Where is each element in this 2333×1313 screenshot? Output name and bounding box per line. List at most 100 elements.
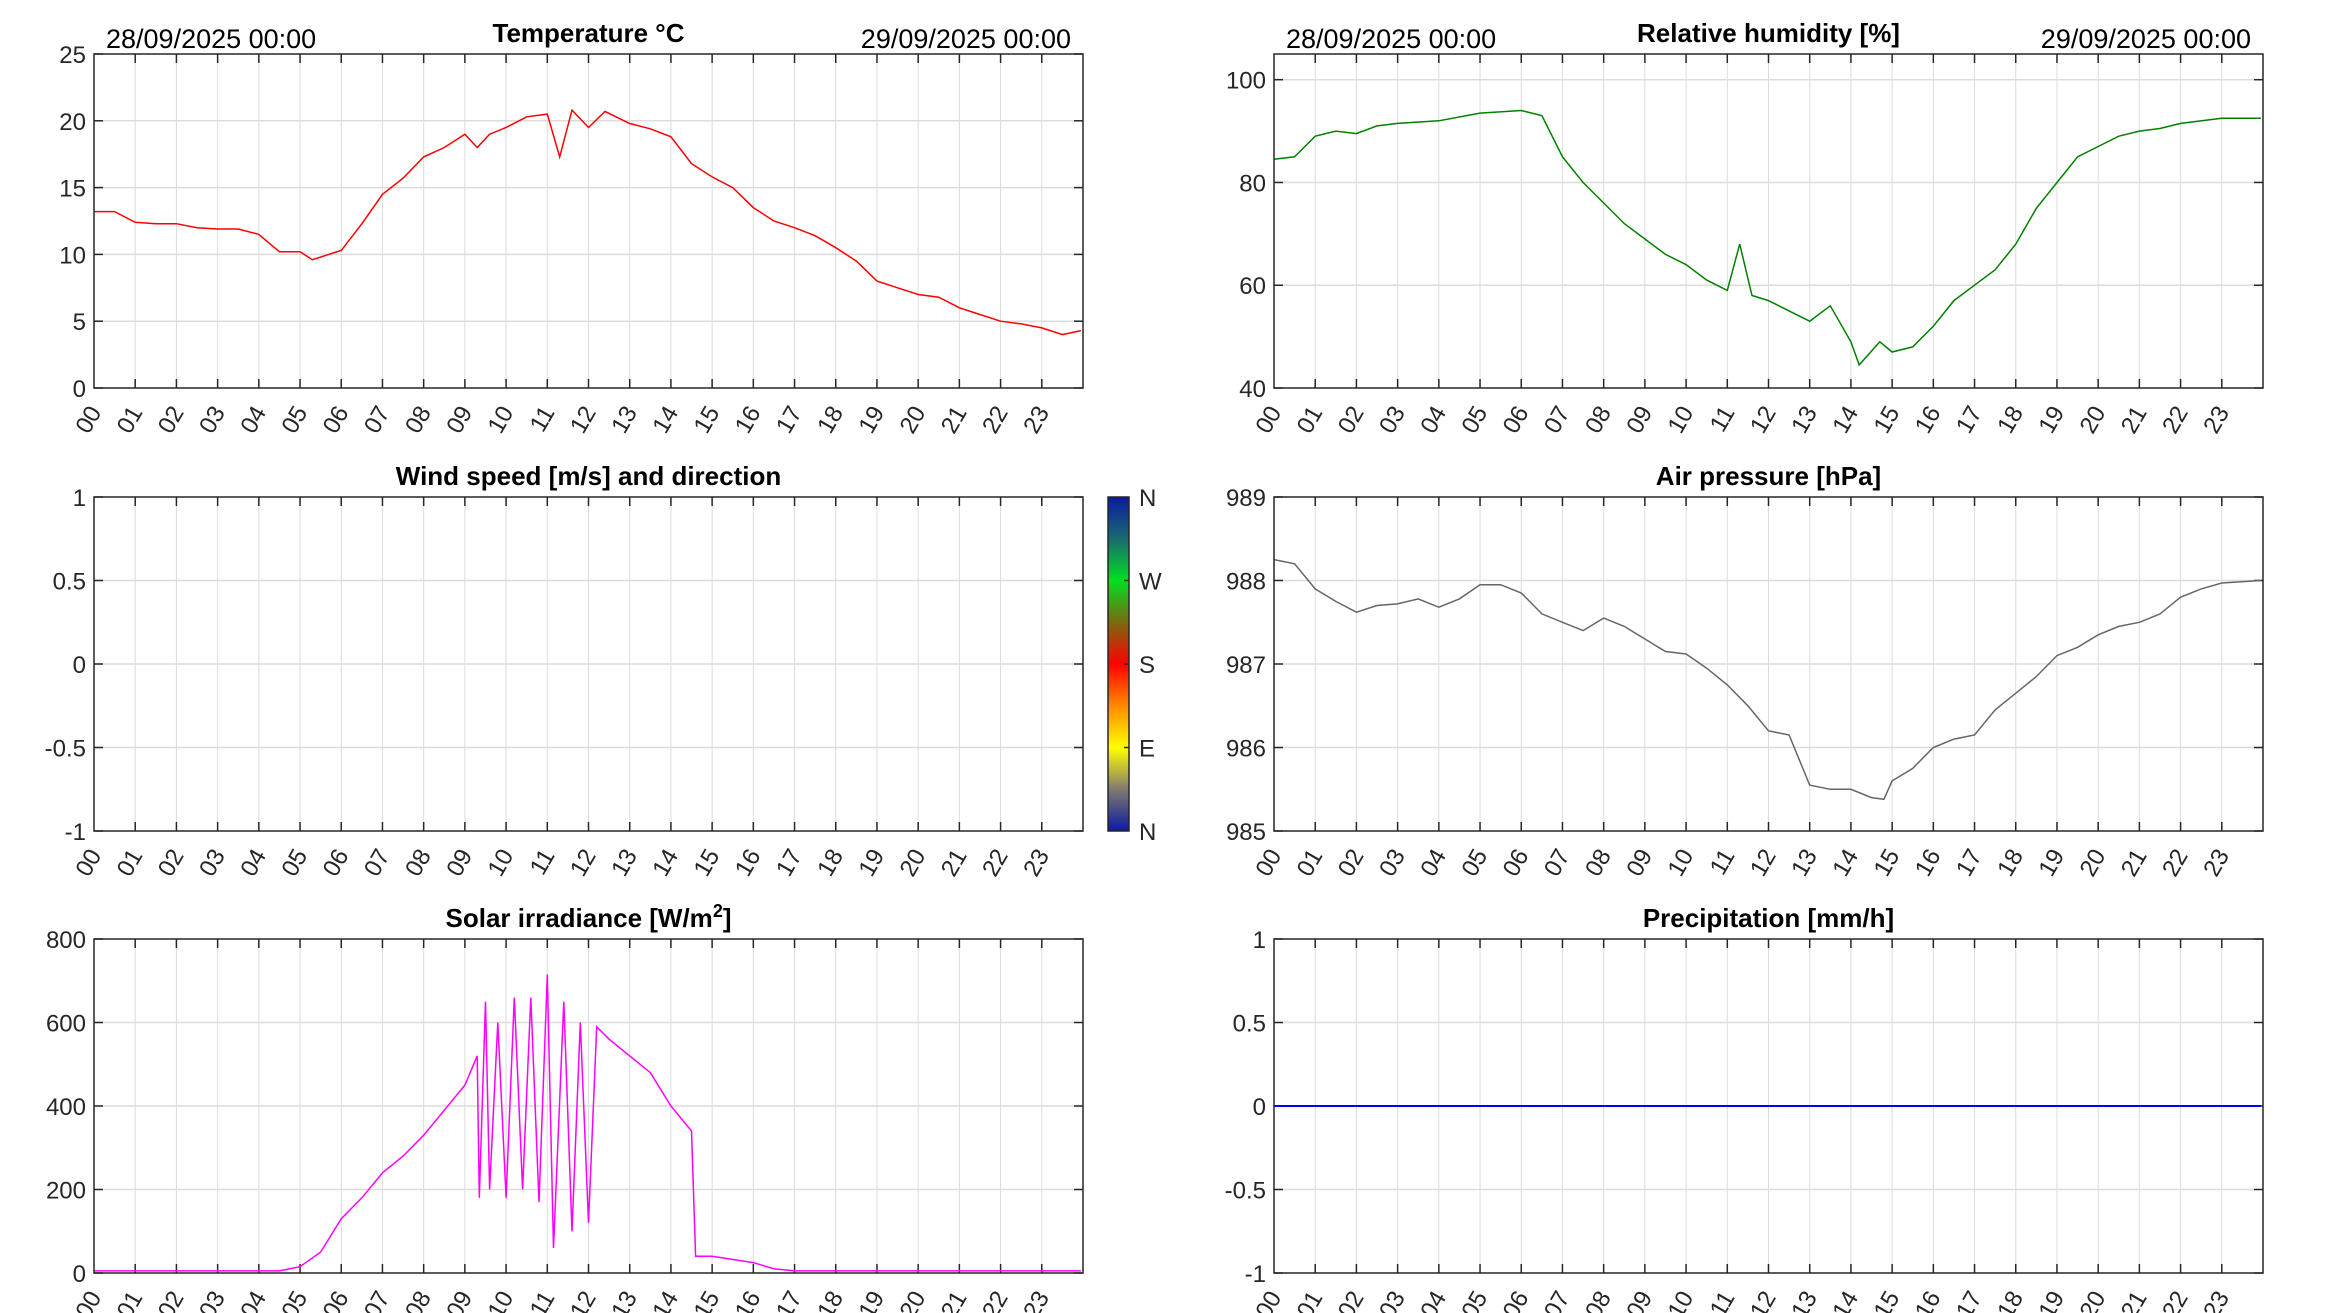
x-tick-label: 18: [812, 1287, 849, 1313]
x-tick-label: 18: [1992, 402, 2029, 439]
x-tick-label: 08: [1580, 1287, 1617, 1313]
y-tick-label: 988: [1226, 569, 1266, 596]
colorbar-label: N: [1139, 819, 1156, 846]
x-tick-label: 02: [1333, 1287, 1370, 1313]
x-tick-label: 14: [647, 1287, 684, 1313]
x-tick-label: 09: [1621, 402, 1658, 439]
y-tick-label: 0: [73, 1261, 86, 1288]
x-tick-label: 04: [235, 402, 272, 439]
x-tick-label: 18: [1992, 845, 2029, 882]
x-tick-label: 21: [936, 845, 973, 882]
y-tick-label: 989: [1226, 485, 1266, 512]
x-tick-label: 15: [1869, 402, 1906, 439]
x-tick-label: 11: [525, 845, 561, 880]
x-tick-label: 05: [1457, 1287, 1494, 1313]
x-tick-label: 05: [1457, 402, 1494, 439]
x-tick-label: 00: [70, 402, 107, 439]
chart-title-text: Solar irradiance [W/m: [446, 903, 713, 933]
x-tick-label: 11: [1705, 845, 1741, 880]
x-tick-label: 19: [853, 845, 890, 882]
axes-frame: [1273, 496, 2264, 832]
start-date-label: 28/09/2025 00:00: [1286, 24, 1496, 54]
x-tick-label: 17: [1951, 845, 1988, 882]
x-tick-label: 20: [895, 845, 932, 882]
x-tick-label: 15: [1869, 845, 1906, 882]
x-tick-label: 17: [771, 402, 808, 439]
pressure-series-line: [1273, 558, 2261, 801]
colorbar-label: E: [1139, 736, 1155, 763]
axes-frame: [1273, 938, 2264, 1274]
y-tick-label: 5: [73, 309, 86, 336]
start-date-label: 28/09/2025 00:00: [106, 24, 316, 54]
x-tick-label: 16: [1910, 1287, 1947, 1313]
axes-frame: [1273, 53, 2264, 389]
x-tick-label: 20: [895, 402, 932, 439]
x-tick-label: 20: [2075, 402, 2112, 439]
x-tick-label: 10: [483, 402, 520, 439]
x-tick-label: 21: [936, 1287, 973, 1313]
x-tick-label: 08: [1580, 845, 1617, 882]
chart-title: Precipitation [mm/h]: [1643, 903, 1894, 933]
x-tick-label: 04: [235, 845, 272, 882]
x-tick-label: 18: [1992, 1287, 2029, 1313]
x-tick-label: 14: [1827, 845, 1864, 882]
y-tick-label: 80: [1239, 170, 1266, 197]
x-tick-label: 10: [483, 845, 520, 882]
y-tick-label: 1: [73, 485, 86, 512]
x-tick-label: 01: [1292, 845, 1329, 882]
y-tick-label: 986: [1226, 736, 1266, 763]
x-tick-label: 02: [1333, 845, 1370, 882]
x-tick-label: 11: [1705, 402, 1741, 437]
x-tick-label: 19: [853, 1287, 890, 1313]
x-tick-label: 00: [1250, 402, 1287, 439]
x-tick-label: 12: [1745, 402, 1782, 439]
y-tick-label: -1: [1245, 1261, 1266, 1288]
x-tick-label: 02: [153, 845, 190, 882]
x-tick-label: 06: [1498, 845, 1535, 882]
x-tick-label: 05: [277, 402, 314, 439]
x-tick-label: 10: [483, 1287, 520, 1313]
x-tick-label: 00: [1250, 1287, 1287, 1313]
chart-precipitation: 00 01 02 03 04 05 06 07 08 09 10 11 12 13 14 15 16 17 18 19…: [1225, 903, 2264, 1313]
x-tick-label: 06: [318, 1287, 355, 1313]
y-tick-label: 987: [1226, 652, 1266, 679]
chart-title-text: Temperature °C: [493, 18, 685, 48]
x-tick-label: 08: [400, 845, 437, 882]
chart-title: Wind speed [m/s] and direction: [396, 461, 781, 491]
x-tick-label: 22: [2157, 1287, 2194, 1313]
chart-title: Temperature °C: [493, 18, 685, 48]
x-tick-label: 08: [1580, 402, 1617, 439]
x-tick-label: 16: [1910, 845, 1947, 882]
x-tick-label: 14: [1827, 1287, 1864, 1313]
y-tick-label: -0.5: [1225, 1178, 1266, 1205]
x-tick-label: 19: [2033, 845, 2070, 882]
chart-title: Relative humidity [%]: [1637, 18, 1900, 48]
x-tick-label: 15: [689, 402, 726, 439]
x-tick-label: 15: [1869, 1287, 1906, 1313]
x-tick-label: 13: [1786, 402, 1823, 439]
y-tick-label: 0: [73, 376, 86, 403]
x-tick-label: 19: [2033, 1287, 2070, 1313]
x-tick-label: 07: [359, 402, 396, 439]
x-tick-label: 02: [153, 1287, 190, 1313]
y-tick-label: 200: [46, 1178, 86, 1205]
x-tick-label: 03: [194, 1287, 231, 1313]
x-tick-label: 09: [441, 402, 478, 439]
chart-title-text: Relative humidity [%]: [1637, 18, 1900, 48]
x-tick-label: 03: [1374, 845, 1411, 882]
y-tick-label: 25: [59, 42, 86, 69]
x-tick-label: 14: [647, 845, 684, 882]
x-tick-label: 16: [1910, 402, 1947, 439]
x-tick-label: 00: [70, 1287, 107, 1313]
x-tick-label: 23: [2198, 402, 2235, 439]
x-tick-label: 06: [1498, 402, 1535, 439]
x-tick-label: 02: [153, 402, 190, 439]
y-tick-label: -1: [65, 819, 86, 846]
x-tick-label: 01: [1292, 402, 1329, 439]
x-tick-label: 00: [70, 845, 107, 882]
x-tick-label: 15: [689, 845, 726, 882]
x-tick-label: 22: [977, 401, 1014, 438]
chart-title: Air pressure [hPa]: [1656, 461, 1881, 491]
x-tick-label: 17: [771, 1287, 808, 1313]
